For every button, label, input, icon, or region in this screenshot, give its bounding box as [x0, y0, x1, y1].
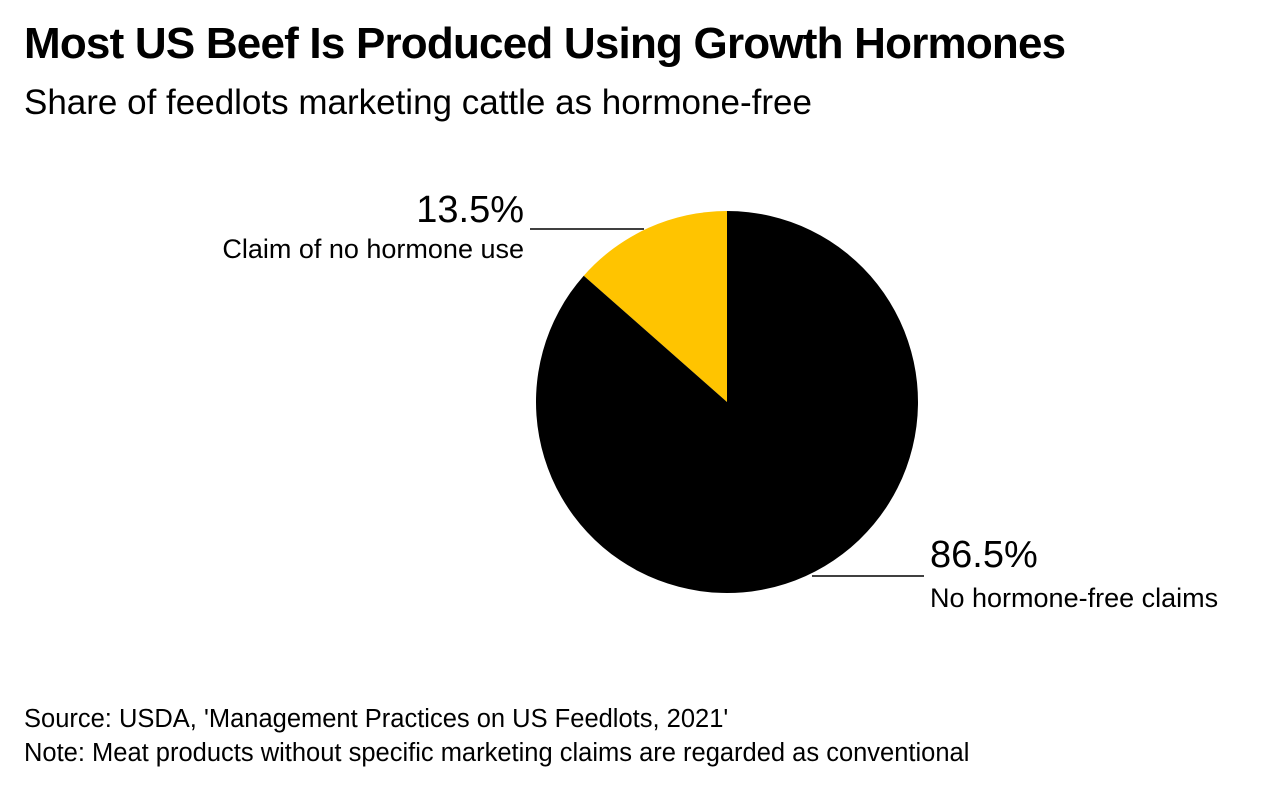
value-label-slice-1: 86.5%: [930, 534, 1038, 576]
pie-slices: [535, 211, 919, 593]
pie-slice-1: [535, 211, 919, 593]
value-label-slice-0: 13.5%: [416, 189, 524, 231]
footnote: Note: Meat products without specific mar…: [24, 739, 970, 767]
chart-title: Most US Beef Is Produced Using Growth Ho…: [24, 19, 1066, 68]
chart-footer: Source: USDA, 'Management Practices on U…: [24, 702, 969, 770]
pie-slice-0: [583, 211, 727, 402]
source-note: Source: USDA, 'Management Practices on U…: [24, 705, 729, 733]
category-label-slice-0: Claim of no hormone use: [222, 234, 524, 264]
category-label-slice-1: No hormone-free claims: [930, 583, 1218, 613]
pie-annotations: 13.5% Claim of no hormone use 86.5% No h…: [222, 189, 1218, 613]
chart-subtitle: Share of feedlots marketing cattle as ho…: [24, 83, 812, 122]
